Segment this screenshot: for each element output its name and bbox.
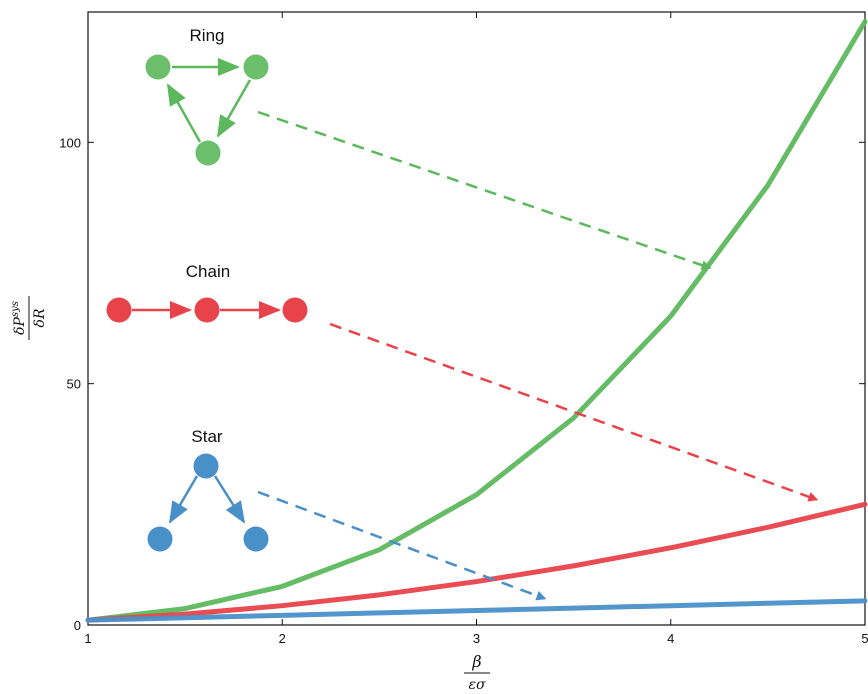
y-axis-label: δPsys δR [10,296,48,340]
series-star-line [85,598,868,623]
x-axis-label-denominator: εσ [468,677,486,693]
x-tick-label-4: 5 [861,631,868,646]
star-node-center [193,453,219,479]
series-chain-line [85,501,868,623]
y-axis-label-superscript: sys [10,301,21,317]
ring-node-3 [195,140,221,166]
star-edge-2 [213,475,246,524]
chain-node-3 [282,297,308,323]
chain-node-1 [106,297,132,323]
x-tick-label-0: 1 [84,631,91,646]
x-tick-label-2: 3 [473,631,480,646]
star-node-left [147,526,173,552]
series-group [85,19,868,623]
y-axis-label-numerator: δPsys [10,301,28,335]
ring-node-1 [145,54,171,80]
chain-annotation-arrow [329,322,819,502]
x-axis-label-numerator: β [471,652,481,671]
y-tick-label-0: 0 [74,618,81,633]
ring-graph-label: Ring [190,26,225,45]
star-graph: Star [147,427,269,552]
chain-graph: Chain [106,262,308,323]
ring-edge-3 [166,83,202,143]
x-tick-label-1: 2 [279,631,286,646]
chain-graph-label: Chain [186,262,230,281]
annotation-arrows [257,110,819,601]
chain-node-2 [194,297,220,323]
x-axis-label: β εσ [464,652,490,693]
y-tick-label-2: 100 [59,135,81,150]
ring-edge-2 [216,79,252,138]
ring-node-2 [243,54,269,80]
star-edge-1 [168,475,199,524]
ring-graph: Ring [145,26,269,166]
y-axis-label-numerator-base: δP [12,316,28,334]
x-tick-label-3: 4 [667,631,674,646]
star-annotation-arrow [257,490,547,601]
y-tick-label-1: 50 [67,377,81,392]
star-node-right [243,526,269,552]
series-ring-line [85,19,868,623]
y-axis-label-denominator: δR [32,308,48,327]
ring-annotation-arrow [257,110,712,270]
star-graph-label: Star [191,427,223,446]
